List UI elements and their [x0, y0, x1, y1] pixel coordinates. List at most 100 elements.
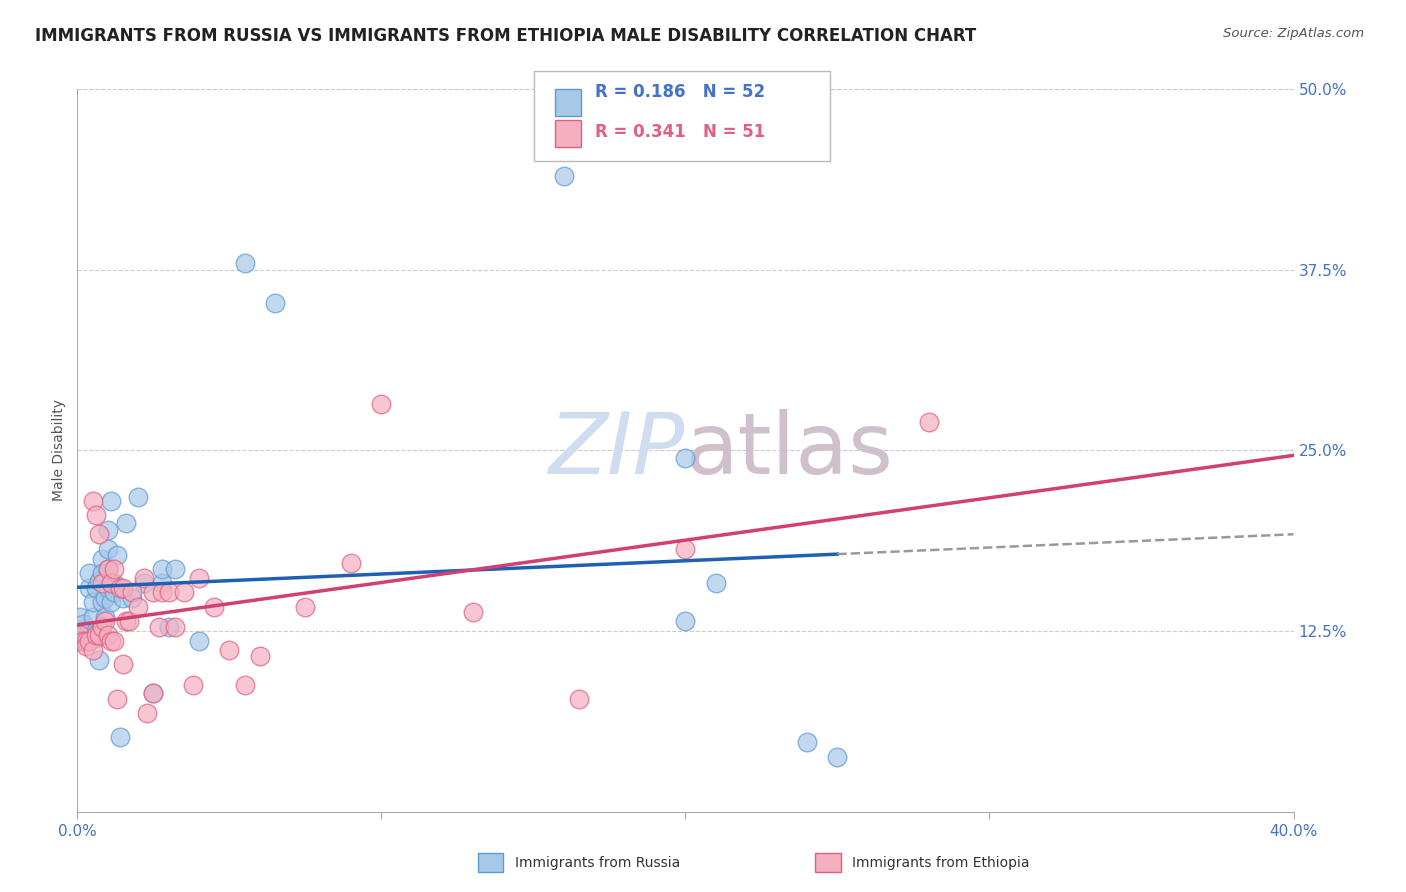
Point: [568, 692, 591, 706]
Point: [75, 639, 97, 653]
Point: [918, 415, 941, 429]
Point: [148, 620, 170, 634]
Point: [100, 595, 122, 609]
Point: [340, 556, 363, 570]
Point: [69, 628, 91, 642]
Point: [87, 624, 110, 639]
Point: [97, 562, 120, 576]
Point: [90, 620, 112, 634]
Point: [675, 541, 697, 556]
Point: [152, 562, 174, 576]
Point: [97, 523, 120, 537]
Point: [233, 255, 256, 269]
Point: [87, 628, 110, 642]
Point: [105, 692, 128, 706]
Point: [93, 591, 115, 605]
Point: [163, 562, 186, 576]
Point: [79, 566, 101, 581]
Point: [93, 609, 115, 624]
Point: [796, 735, 818, 749]
Y-axis label: Male Disability: Male Disability: [52, 400, 66, 501]
Point: [370, 397, 392, 411]
Point: [97, 628, 120, 642]
Point: [75, 632, 97, 646]
Point: [82, 609, 104, 624]
Point: [218, 643, 240, 657]
Point: [97, 581, 120, 595]
Point: [188, 571, 211, 585]
Point: [87, 574, 110, 588]
Point: [100, 634, 122, 648]
Point: [108, 730, 131, 744]
Point: [152, 576, 174, 591]
Point: [202, 599, 225, 614]
Point: [105, 548, 128, 562]
Point: [134, 576, 156, 591]
Text: IMMIGRANTS FROM RUSSIA VS IMMIGRANTS FROM ETHIOPIA MALE DISABILITY CORRELATION C: IMMIGRANTS FROM RUSSIA VS IMMIGRANTS FRO…: [35, 27, 976, 45]
Point: [264, 296, 287, 310]
Point: [704, 576, 727, 591]
Point: [249, 648, 271, 663]
Point: [84, 632, 107, 646]
Text: ZIP: ZIP: [550, 409, 686, 492]
Text: Immigrants from Russia: Immigrants from Russia: [515, 855, 681, 870]
Text: Source: ZipAtlas.com: Source: ZipAtlas.com: [1223, 27, 1364, 40]
Text: R = 0.341   N = 51: R = 0.341 N = 51: [595, 123, 765, 141]
Point: [675, 450, 697, 465]
Point: [111, 591, 134, 605]
Point: [152, 585, 174, 599]
Point: [87, 653, 110, 667]
Point: [79, 634, 101, 648]
Point: [72, 624, 94, 639]
Point: [121, 591, 143, 605]
Point: [111, 657, 134, 672]
Point: [103, 562, 125, 576]
Point: [84, 581, 107, 595]
Point: [69, 624, 91, 639]
Text: Immigrants from Ethiopia: Immigrants from Ethiopia: [852, 855, 1029, 870]
Point: [827, 749, 849, 764]
Point: [90, 576, 112, 591]
Point: [90, 551, 112, 566]
Point: [181, 677, 204, 691]
Point: [173, 585, 195, 599]
Point: [97, 541, 120, 556]
Point: [69, 634, 91, 648]
Point: [82, 595, 104, 609]
Point: [142, 585, 165, 599]
Point: [233, 677, 256, 691]
Text: R = 0.186   N = 52: R = 0.186 N = 52: [595, 83, 765, 101]
Point: [84, 624, 107, 639]
Point: [675, 614, 697, 628]
Point: [79, 624, 101, 639]
Point: [103, 585, 125, 599]
Point: [103, 576, 125, 591]
Point: [90, 566, 112, 581]
Point: [75, 624, 97, 639]
Point: [127, 490, 149, 504]
Point: [115, 516, 138, 530]
Point: [142, 686, 165, 700]
Point: [142, 686, 165, 700]
Point: [294, 599, 316, 614]
Point: [157, 620, 180, 634]
Point: [136, 706, 159, 721]
Point: [69, 609, 91, 624]
Point: [108, 581, 131, 595]
Point: [461, 605, 484, 619]
Point: [97, 562, 120, 576]
Text: atlas: atlas: [686, 409, 893, 492]
Point: [115, 614, 138, 628]
Point: [100, 576, 122, 591]
Point: [188, 634, 211, 648]
Point: [100, 494, 122, 508]
Point: [87, 527, 110, 541]
Point: [75, 634, 97, 648]
Point: [72, 634, 94, 648]
Point: [103, 634, 125, 648]
Point: [121, 585, 143, 599]
Point: [84, 628, 107, 642]
Point: [157, 585, 180, 599]
Point: [82, 632, 104, 646]
Point: [84, 508, 107, 523]
